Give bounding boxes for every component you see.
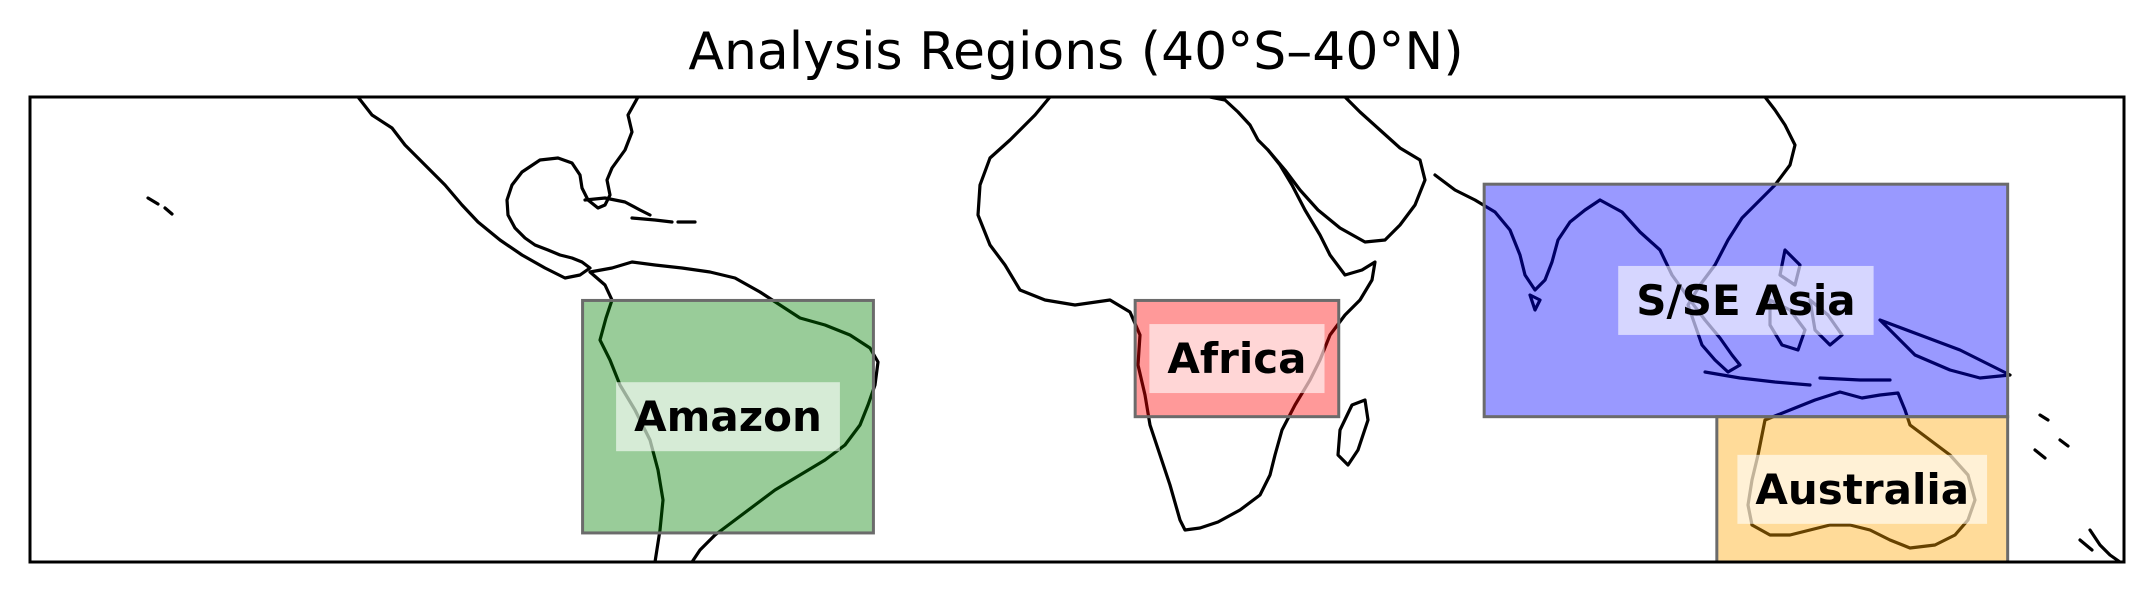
labels-layer: Amazon Africa S/SE Asia Australia xyxy=(616,265,1988,524)
map-title: Analysis Regions (40°S–40°N) xyxy=(688,22,1464,82)
region-label-text: Australia xyxy=(1755,465,1969,514)
region-label-box xyxy=(1618,265,1874,335)
region-label-text: S/SE Asia xyxy=(1636,276,1855,325)
pacific-islands-coastline xyxy=(2033,413,2070,460)
hawaii-coastline xyxy=(146,196,174,216)
americas-coastline xyxy=(356,97,640,280)
africa-coastline xyxy=(976,97,1377,532)
region-label-box xyxy=(1737,454,1988,524)
greater-antilles-coastline xyxy=(583,196,697,224)
madagascar-coastline xyxy=(1336,398,1370,467)
map-frame xyxy=(28,95,2126,564)
region-label-text: Amazon xyxy=(634,392,822,441)
region-label-box xyxy=(1149,324,1325,394)
region-label-s-se-asia: S/SE Asia xyxy=(1618,265,1874,335)
arabia-coastline xyxy=(1266,97,1427,244)
islands-coastline xyxy=(1528,248,2012,387)
region-label-text: Africa xyxy=(1167,334,1306,383)
australia-coastline xyxy=(1746,390,1977,550)
region-label-africa: Africa xyxy=(1149,324,1325,394)
region-label-box xyxy=(616,382,840,452)
region-label-amazon: Amazon xyxy=(616,382,840,452)
region-label-australia: Australia xyxy=(1737,454,1988,524)
india-coastline xyxy=(1433,173,1602,292)
new-zealand-coastline xyxy=(2078,528,2122,562)
